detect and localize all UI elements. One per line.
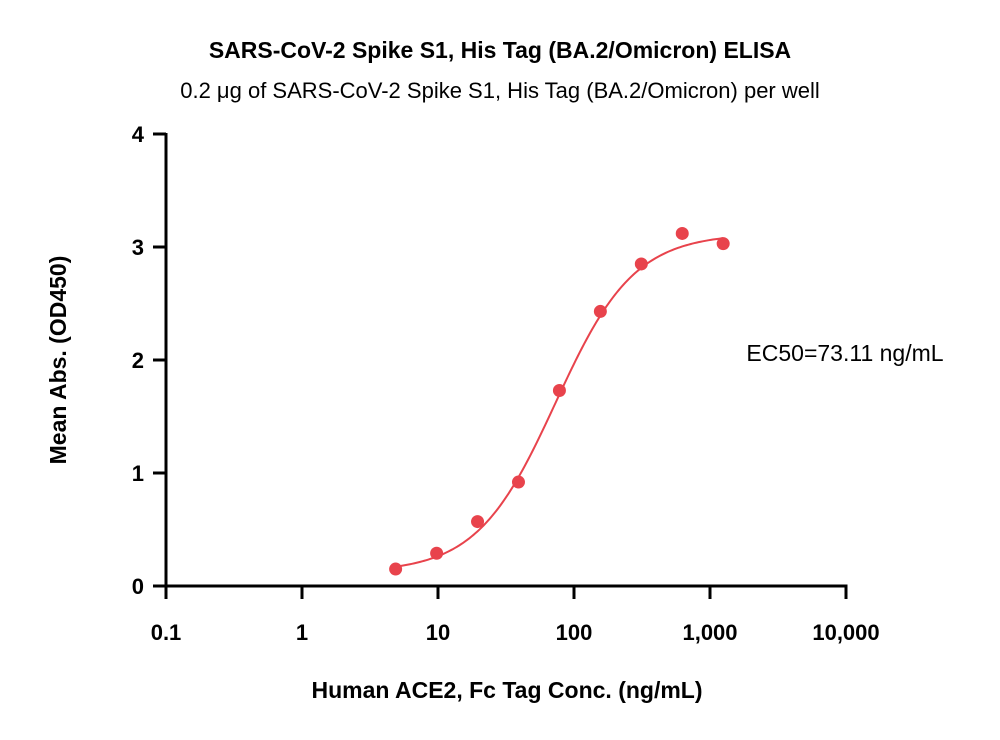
y-tick-label: 0 <box>132 574 144 599</box>
data-point <box>593 304 607 318</box>
data-points <box>389 226 730 576</box>
x-tick-label: 1 <box>296 620 308 645</box>
data-point <box>430 546 444 560</box>
x-tick-label: 0.1 <box>151 620 182 645</box>
x-tick-label: 1,000 <box>682 620 737 645</box>
data-point <box>552 384 566 398</box>
fit-curve <box>395 237 724 568</box>
y-axis-label: Mean Abs. (OD450) <box>45 256 71 465</box>
x-tick-label: 100 <box>556 620 593 645</box>
x-tick-label: 10,000 <box>812 620 879 645</box>
chart-subtitle: 0.2 μg of SARS-CoV-2 Spike S1, His Tag (… <box>180 78 820 103</box>
data-point <box>716 237 730 251</box>
y-tick-label: 3 <box>132 235 144 260</box>
chart-title: SARS-CoV-2 Spike S1, His Tag (BA.2/Omicr… <box>209 37 791 63</box>
data-point <box>389 562 403 576</box>
data-point <box>634 257 648 271</box>
y-tick-label: 2 <box>132 348 144 373</box>
y-tick-label: 4 <box>132 122 145 147</box>
y-axis: 0 1 2 3 4 <box>132 122 168 599</box>
y-tick-label: 1 <box>132 461 144 486</box>
x-axis-label: Human ACE2, Fc Tag Conc. (ng/mL) <box>311 677 702 703</box>
data-point <box>471 515 485 529</box>
x-axis: 0.1 1 10 100 1,000 10,000 <box>151 584 880 645</box>
data-point <box>675 226 689 240</box>
fit-curve-layer <box>395 237 724 568</box>
ec50-annotation: EC50=73.11 ng/mL <box>746 340 943 366</box>
x-tick-label: 10 <box>426 620 450 645</box>
data-point <box>511 475 525 489</box>
